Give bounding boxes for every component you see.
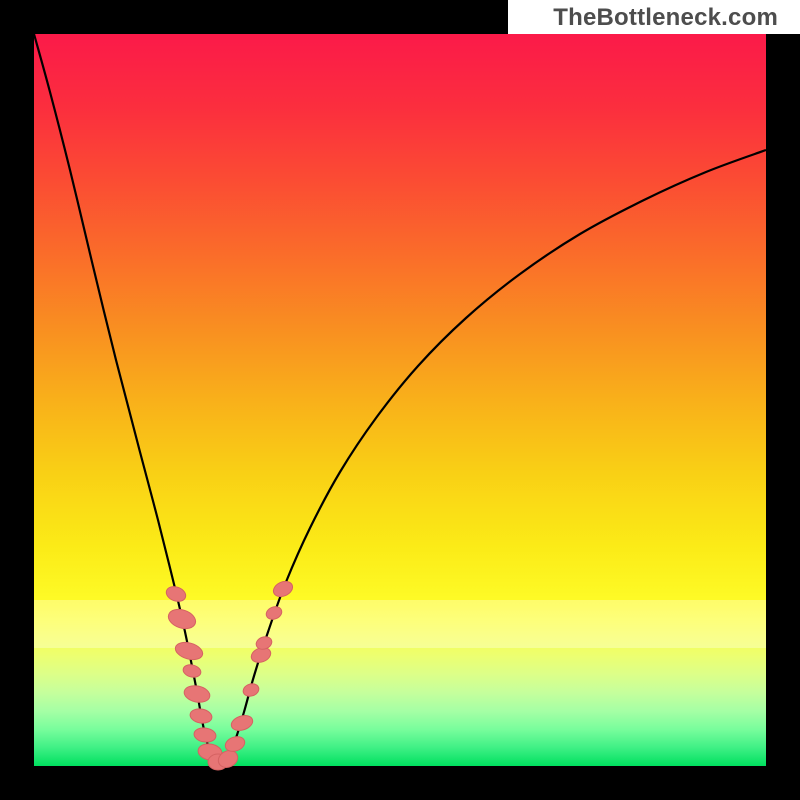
plot-border-left (0, 0, 34, 800)
watermark-text: TheBottleneck.com (553, 4, 778, 32)
plot-gradient-background (34, 34, 766, 766)
data-highlight-band (34, 600, 766, 648)
plot-border-right (766, 0, 800, 800)
plot-border-bottom (0, 766, 800, 800)
chart-stage: TheBottleneck.com (0, 0, 800, 800)
